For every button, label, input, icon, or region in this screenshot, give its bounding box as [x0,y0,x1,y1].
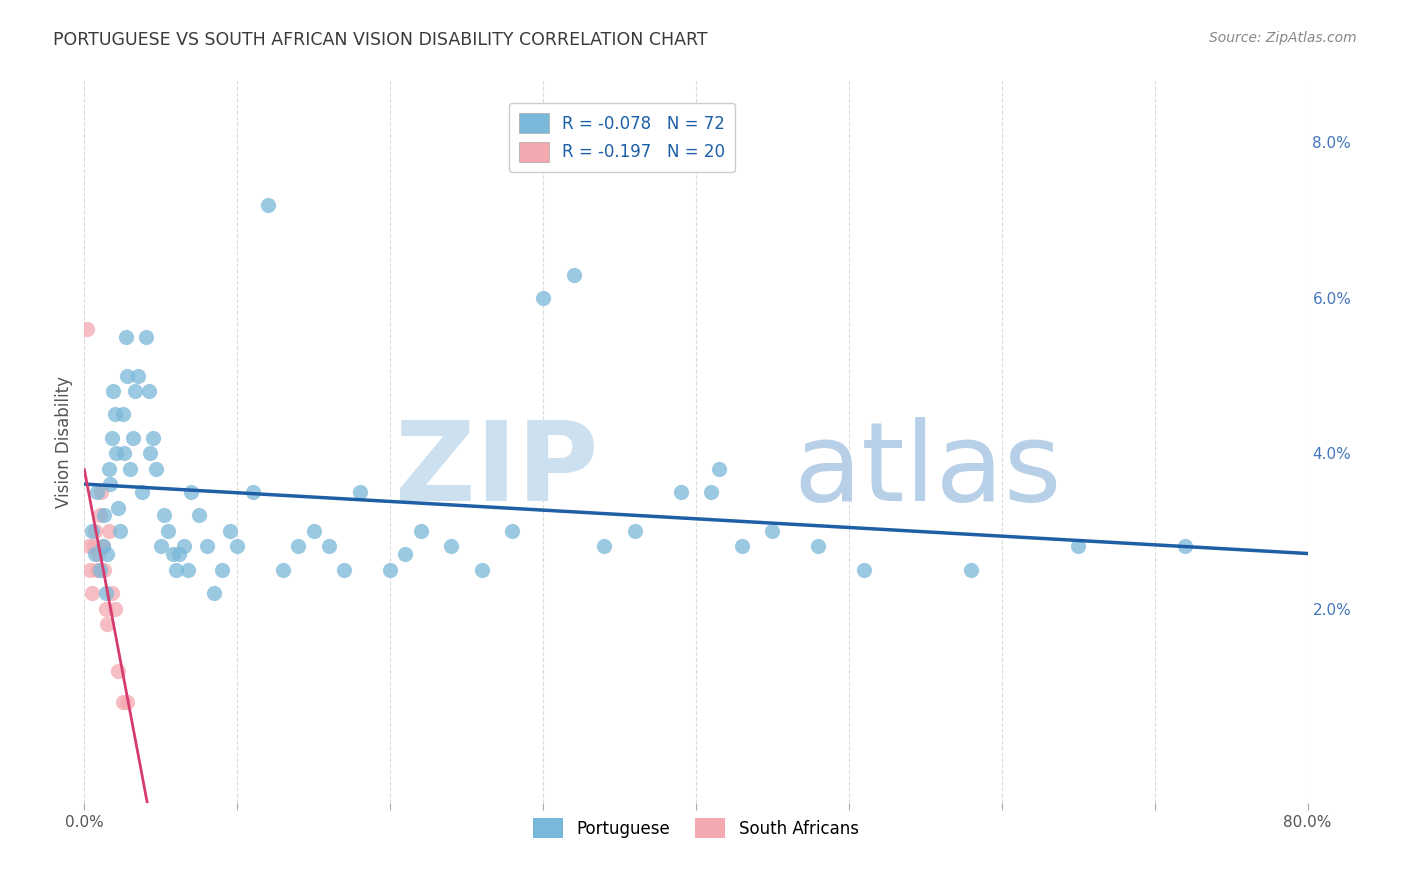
Point [173,540,195,554]
Point [115,695,138,709]
Point [242,485,264,500]
Point [177,563,200,577]
Point [83,540,105,554]
Point [380,563,402,577]
Point [333,563,356,577]
Point [86,485,108,500]
Point [107,500,129,515]
Point [104,408,127,422]
Point [97,524,120,538]
Point [502,524,524,538]
Text: PORTUGUESE VS SOUTH AFRICAN VISION DISABILITY CORRELATION CHART: PORTUGUESE VS SOUTH AFRICAN VISION DISAB… [53,31,709,49]
Point [731,540,754,554]
Point [188,508,211,523]
Point [761,524,783,538]
Point [89,563,111,577]
Point [349,485,371,500]
Point [98,477,121,491]
Point [1174,540,1197,554]
Point [700,485,723,500]
Point [76,322,98,336]
Point [96,547,118,561]
Point [103,384,125,398]
Point [593,540,616,554]
Point [84,524,107,538]
Point [79,563,101,577]
Point [162,547,184,561]
Point [127,368,149,383]
Point [86,563,108,577]
Point [93,508,115,523]
Text: ZIP: ZIP [395,417,598,524]
Point [562,268,585,282]
Point [853,563,876,577]
Point [167,547,190,561]
Point [195,540,218,554]
Point [91,540,114,554]
Point [104,601,127,615]
Legend: Portuguese, South Africans: Portuguese, South Africans [527,812,865,845]
Point [149,540,172,554]
Point [115,368,138,383]
Point [105,446,128,460]
Point [138,384,160,398]
Point [202,586,225,600]
Point [807,540,830,554]
Point [96,617,118,632]
Point [120,461,142,475]
Point [108,524,131,538]
Point [84,547,107,561]
Point [257,197,280,211]
Point [90,485,112,500]
Point [131,485,153,500]
Point [112,446,135,460]
Point [101,586,124,600]
Point [624,524,647,538]
Point [101,431,124,445]
Point [77,540,100,554]
Point [97,461,120,475]
Point [87,547,110,561]
Point [707,461,730,475]
Y-axis label: Vision Disability: Vision Disability [55,376,73,508]
Point [180,485,202,500]
Point [111,695,134,709]
Point [124,384,146,398]
Text: Source: ZipAtlas.com: Source: ZipAtlas.com [1209,31,1357,45]
Point [93,563,115,577]
Point [157,524,180,538]
Point [89,508,111,523]
Point [440,540,463,554]
Point [302,524,325,538]
Point [318,540,340,554]
Point [94,586,117,600]
Point [669,485,692,500]
Point [122,431,145,445]
Point [145,461,167,475]
Point [165,563,187,577]
Point [80,586,103,600]
Point [218,524,240,538]
Point [94,601,117,615]
Point [80,524,103,538]
Point [471,563,494,577]
Point [1067,540,1090,554]
Point [409,524,432,538]
Point [226,540,249,554]
Point [153,508,176,523]
Text: atlas: atlas [794,417,1063,524]
Point [107,664,129,678]
Point [111,408,134,422]
Point [142,431,165,445]
Point [394,547,416,561]
Point [91,540,114,554]
Point [287,540,309,554]
Point [271,563,294,577]
Point [114,329,136,343]
Point [135,329,157,343]
Point [531,291,554,305]
Point [211,563,233,577]
Point [960,563,983,577]
Point [139,446,162,460]
